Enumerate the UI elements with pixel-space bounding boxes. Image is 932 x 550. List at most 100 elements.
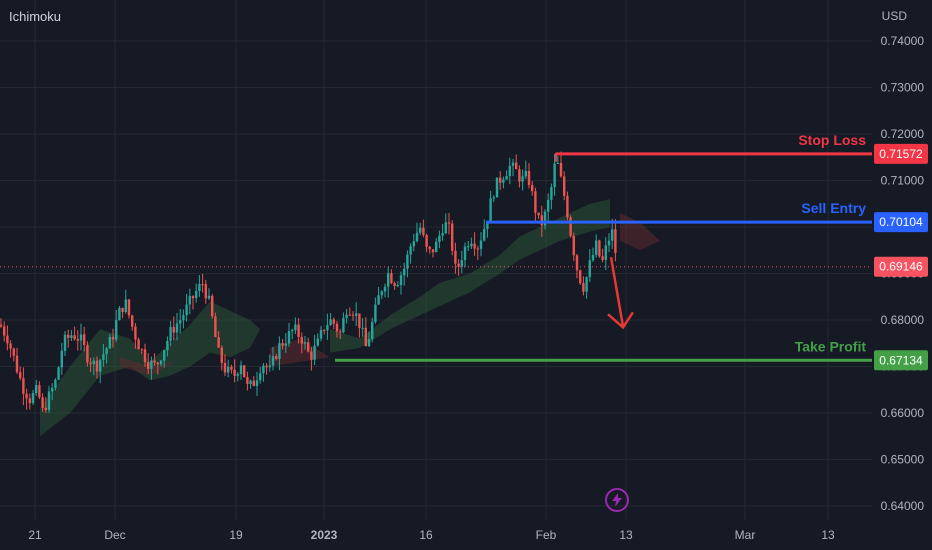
level-price-badge-bg [874, 212, 928, 233]
candle-body [140, 349, 143, 351]
candle-body [291, 330, 294, 332]
x-tick-label: Mar [735, 528, 756, 542]
candle-body [86, 344, 89, 363]
candle-body [547, 199, 550, 212]
candle-body [134, 326, 137, 340]
candle-body [89, 362, 92, 365]
candle-body [195, 291, 198, 299]
candle-body [601, 256, 604, 260]
candle-body [220, 347, 223, 363]
level-price-badge-bg [874, 350, 928, 371]
current-price-badge-bg [874, 256, 928, 277]
candle-body [351, 314, 355, 316]
candle-body [447, 222, 451, 224]
candle-body [374, 304, 377, 323]
candle-body [598, 240, 601, 257]
x-tick-label: Dec [104, 528, 125, 542]
candle-body [275, 356, 278, 359]
candle-body [454, 250, 457, 264]
candle-body [358, 313, 361, 328]
candle-body [559, 162, 563, 177]
candle-body [428, 246, 431, 250]
candle-body [169, 326, 172, 341]
current-price-badge: 0.69146 [879, 260, 923, 274]
candle-body [6, 335, 9, 344]
candle-body [287, 331, 291, 344]
y-tick-label: 0.72000 [881, 127, 925, 141]
candle-body [137, 339, 140, 350]
candle-body [57, 367, 60, 380]
candle-body [511, 162, 515, 166]
x-tick-label: Feb [536, 528, 557, 542]
indicator-name[interactable]: Ichimoku [9, 9, 62, 24]
candle-body [44, 407, 47, 411]
y-tick-label: 0.68000 [881, 313, 925, 327]
candle-body [438, 235, 441, 242]
candle-body [9, 343, 12, 349]
candle-body [502, 179, 505, 183]
candle-body [316, 338, 319, 346]
candle-body [342, 318, 345, 333]
candle-body [278, 343, 281, 359]
candle-body [425, 234, 428, 247]
level-label: Stop Loss [798, 132, 866, 148]
candle-body [115, 320, 118, 340]
candle-body [60, 350, 63, 368]
x-tick-label: 13 [821, 528, 835, 542]
candle-body [499, 177, 502, 183]
candle-body [156, 362, 159, 365]
level-price-badge-bg [874, 143, 928, 164]
candle-body [524, 170, 527, 177]
candle-body [579, 270, 582, 284]
candle-body [249, 380, 252, 385]
candle-body [380, 291, 383, 296]
candle-body [268, 365, 271, 368]
candle-body [271, 356, 275, 366]
candle-body [259, 373, 262, 381]
candle-body [412, 241, 415, 247]
level-label: Sell Entry [801, 200, 866, 216]
lightning-icon [612, 493, 622, 507]
candle-body [214, 316, 217, 338]
candle-body [607, 240, 611, 246]
candle-body [313, 345, 316, 360]
events-button[interactable] [605, 488, 629, 512]
x-tick-label: 21 [28, 528, 42, 542]
candle-body [159, 360, 163, 365]
level-price-badge: 0.71572 [879, 147, 923, 161]
candle-body [163, 350, 166, 361]
level-label: Take Profit [795, 338, 867, 354]
candle-body [390, 273, 393, 284]
candle-body [303, 342, 307, 344]
level-price-badge: 0.70104 [879, 215, 923, 229]
candle-body [611, 229, 614, 241]
candle-body [614, 229, 617, 253]
candle-body [118, 307, 121, 321]
candle-body [143, 349, 147, 363]
candle-body [127, 299, 131, 316]
candle-body [51, 387, 54, 392]
candle-body [486, 221, 489, 230]
candle-body [582, 283, 585, 292]
candle-body [111, 336, 115, 340]
candle-body [527, 170, 531, 185]
candle-body [0, 324, 3, 327]
candle-body [460, 260, 463, 267]
candle-body [246, 376, 249, 385]
candle-body [175, 323, 179, 333]
candle-body [262, 365, 265, 374]
projection-arrow-shaft [609, 256, 625, 327]
x-tick-label: 13 [619, 528, 633, 542]
candle-body [431, 249, 435, 253]
candle-body [284, 343, 287, 346]
candle-body [355, 313, 358, 316]
candle-body [329, 319, 332, 326]
candle-body [105, 348, 108, 355]
candle-body [307, 342, 310, 352]
candle-body [131, 315, 134, 327]
candle-body [566, 195, 569, 218]
candle-body [345, 314, 348, 319]
candle-body [79, 334, 83, 341]
